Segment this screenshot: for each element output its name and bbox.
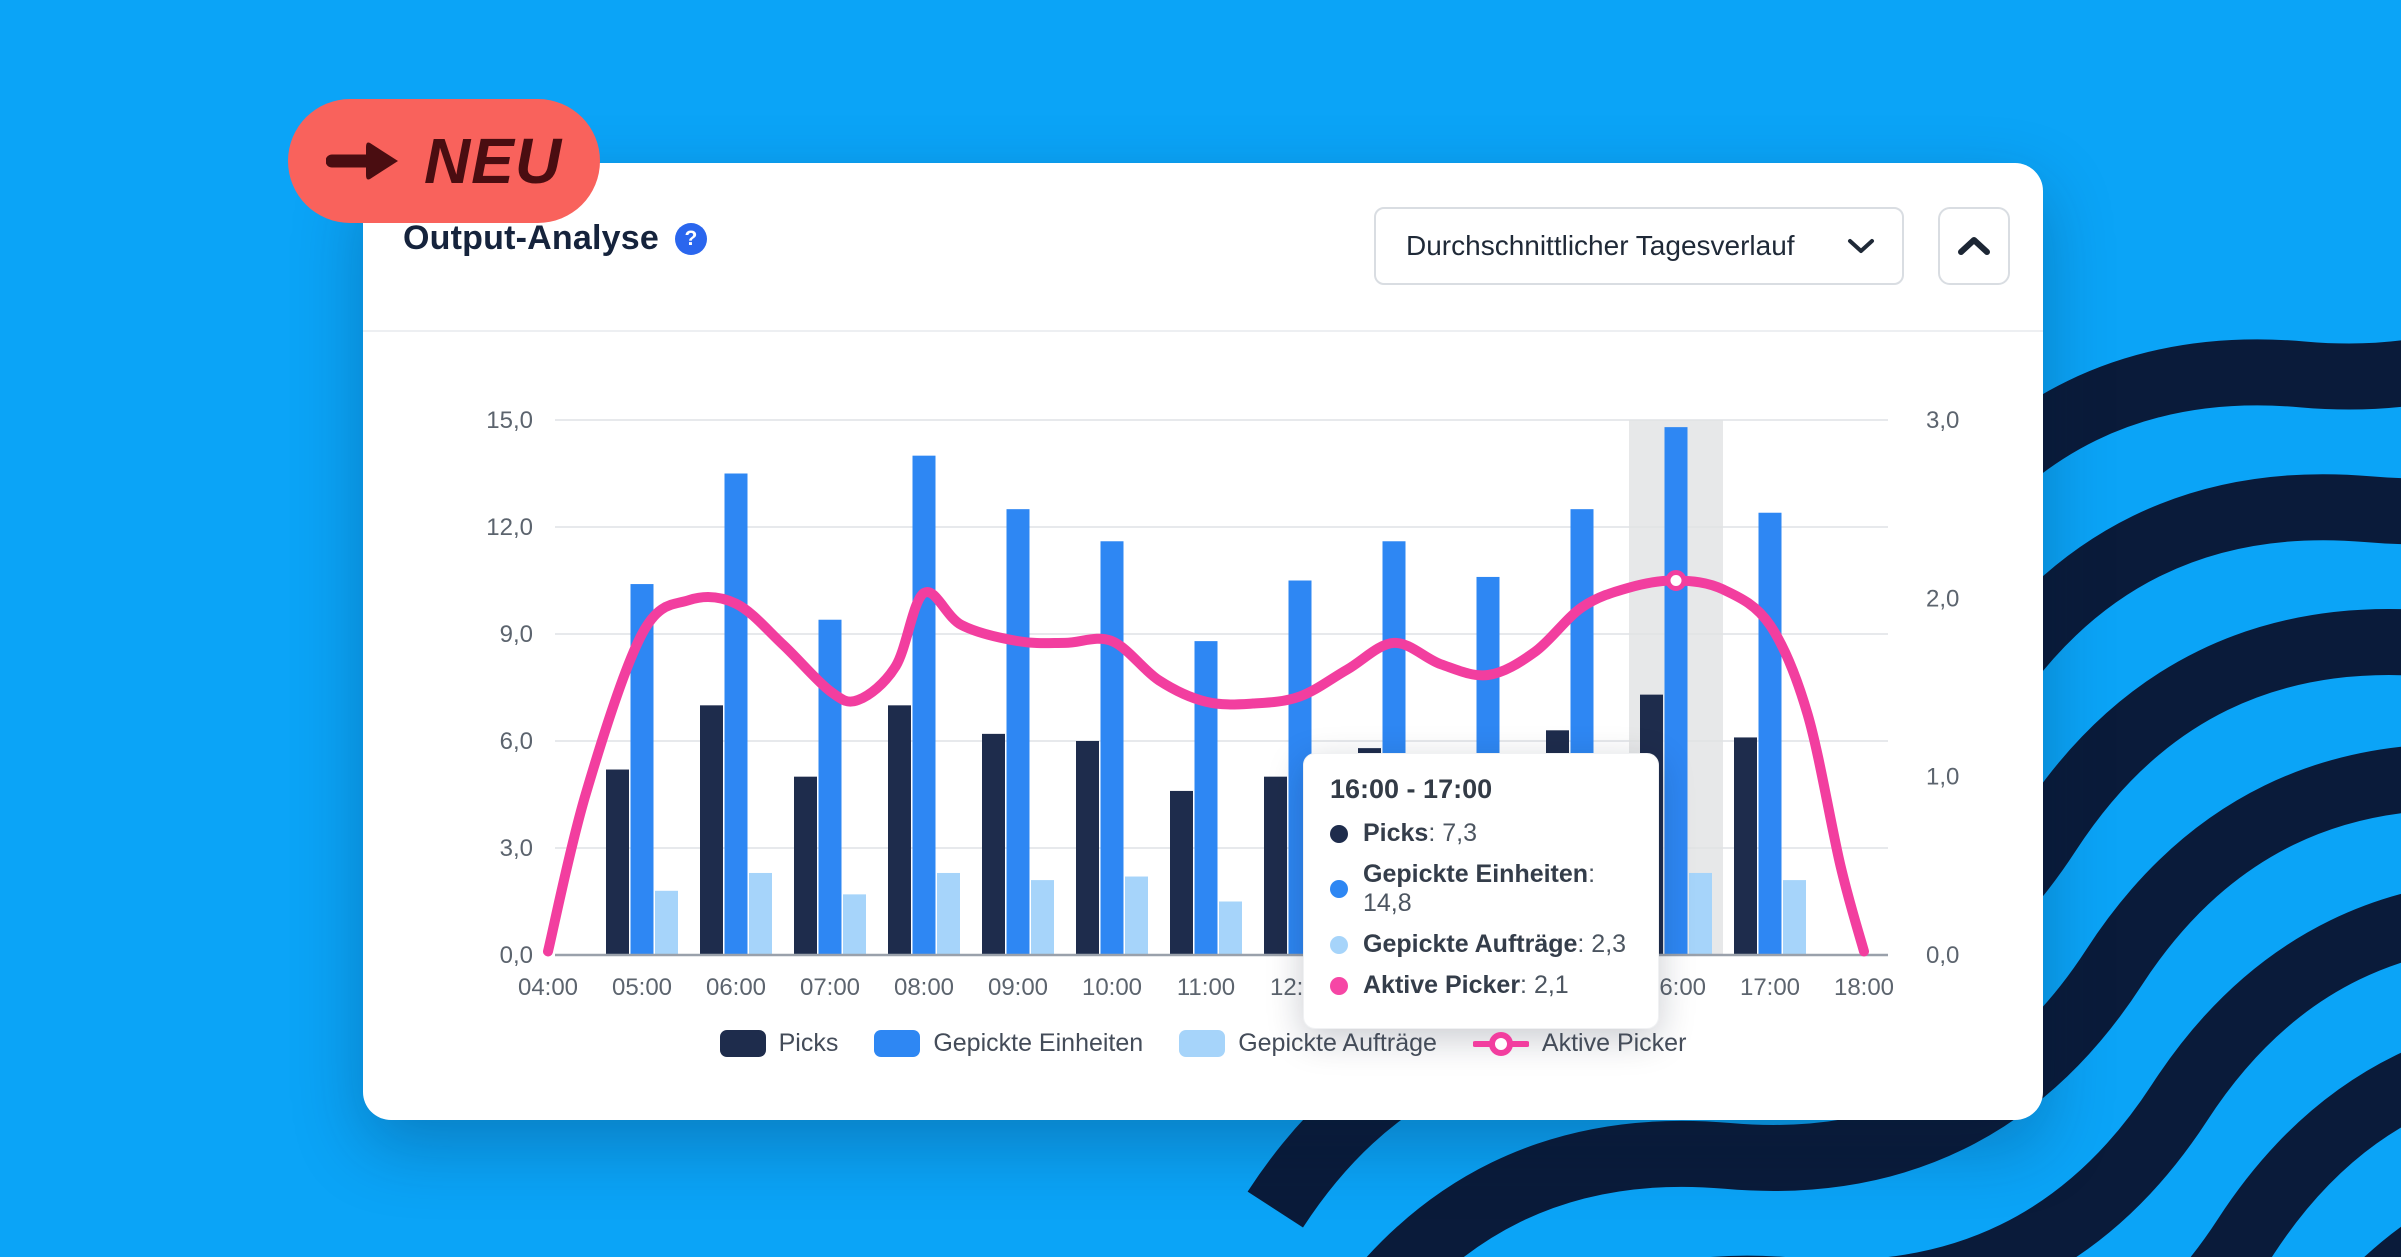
legend-swatch-icon <box>1179 1030 1226 1057</box>
tooltip-row: Gepickte Einheiten: 14,8 <box>1330 860 1632 918</box>
svg-text:18:00: 18:00 <box>1834 974 1894 1001</box>
axis-tick-labels: 0,0 3,0 6,0 9,0 12,0 15,0 0,0 1,0 2,0 3,0 04:00 05:… <box>486 407 1959 1001</box>
svg-text:07:00: 07:00 <box>800 974 860 1001</box>
chevron-down-icon <box>1846 236 1876 256</box>
svg-text:05:00: 05:00 <box>612 974 672 1001</box>
legend-swatch-icon <box>874 1030 921 1057</box>
neu-badge-label: NEU <box>423 125 563 197</box>
active-picker-line[interactable] <box>543 575 1869 957</box>
legend-item-aktive-picker[interactable]: Aktive Picker <box>1472 1029 1687 1058</box>
period-select-value: Durchschnittlicher Tagesverlauf <box>1406 230 1795 261</box>
tooltip-row: Gepickte Aufträge: 2,3 <box>1330 930 1632 959</box>
legend-item-gepickte-auftr-ge[interactable]: Gepickte Aufträge <box>1179 1029 1437 1058</box>
svg-text:2,0: 2,0 <box>1926 585 1959 612</box>
svg-text:15,0: 15,0 <box>486 407 533 434</box>
tooltip-row: Aktive Picker: 2,1 <box>1330 971 1632 1000</box>
legend-label: Gepickte Einheiten <box>933 1029 1144 1057</box>
arrow-right-icon <box>325 139 404 183</box>
svg-text:0,0: 0,0 <box>500 942 533 969</box>
legend-label: Picks <box>778 1029 839 1057</box>
line-marker <box>1665 570 1687 591</box>
legend-item-picks[interactable]: Picks <box>719 1029 839 1058</box>
panel-header: Output-Analyse ? <box>403 219 707 258</box>
svg-text:0,0: 0,0 <box>1926 942 1959 969</box>
tooltip-row: Picks: 7,3 <box>1330 819 1632 848</box>
output-analysis-panel: Output-Analyse ? Durchschnittlicher Tage… <box>363 163 2043 1120</box>
tooltip-title: 16:00 - 17:00 <box>1330 774 1493 804</box>
series-dot-icon <box>1330 880 1348 898</box>
svg-text:09:00: 09:00 <box>988 974 1048 1001</box>
svg-text:3,0: 3,0 <box>1926 407 1959 434</box>
svg-text:3,0: 3,0 <box>500 835 533 862</box>
legend-swatch-icon <box>719 1030 766 1057</box>
svg-text:12,0: 12,0 <box>486 514 533 541</box>
help-icon[interactable]: ? <box>674 222 707 255</box>
svg-text:6,0: 6,0 <box>500 728 533 755</box>
legend-label: Aktive Picker <box>1541 1029 1687 1057</box>
collapse-button[interactable] <box>1938 207 2010 285</box>
svg-text:10:00: 10:00 <box>1082 974 1142 1001</box>
legend-item-gepickte-einheiten[interactable]: Gepickte Einheiten <box>874 1029 1143 1058</box>
svg-text:08:00: 08:00 <box>894 974 954 1001</box>
page-title: Output-Analyse <box>403 219 659 257</box>
neu-badge: NEU <box>288 99 600 223</box>
series-dot-icon <box>1330 824 1348 843</box>
output-chart[interactable]: 0,0 3,0 6,0 9,0 12,0 15,0 0,0 1,0 2,0 3,0 04:00 05:… <box>363 163 2043 1120</box>
svg-text:1,0: 1,0 <box>1926 764 1959 791</box>
legend-label: Gepickte Aufträge <box>1238 1029 1437 1057</box>
chevron-up-icon <box>1957 235 1991 257</box>
svg-text:04:00: 04:00 <box>518 974 578 1001</box>
wave-stripe <box>1313 195 2401 1257</box>
svg-text:06:00: 06:00 <box>706 974 766 1001</box>
svg-text:11:00: 11:00 <box>1177 974 1235 1001</box>
period-select[interactable]: Durchschnittlicher Tagesverlauf <box>1374 207 1904 285</box>
svg-text:17:00: 17:00 <box>1740 974 1800 1001</box>
svg-text:9,0: 9,0 <box>500 621 533 648</box>
header-divider <box>363 330 2043 332</box>
series-dot-icon <box>1330 935 1348 954</box>
chart-legend: Picks Gepickte Einheiten Gepickte Aufträge… <box>363 1029 2043 1058</box>
series-dot-icon <box>1330 976 1348 995</box>
chart-tooltip: 16:00 - 17:00 Picks: 7,3 Gepickte Einheit… <box>1303 753 1659 1029</box>
legend-line-marker-icon <box>1472 1030 1529 1058</box>
